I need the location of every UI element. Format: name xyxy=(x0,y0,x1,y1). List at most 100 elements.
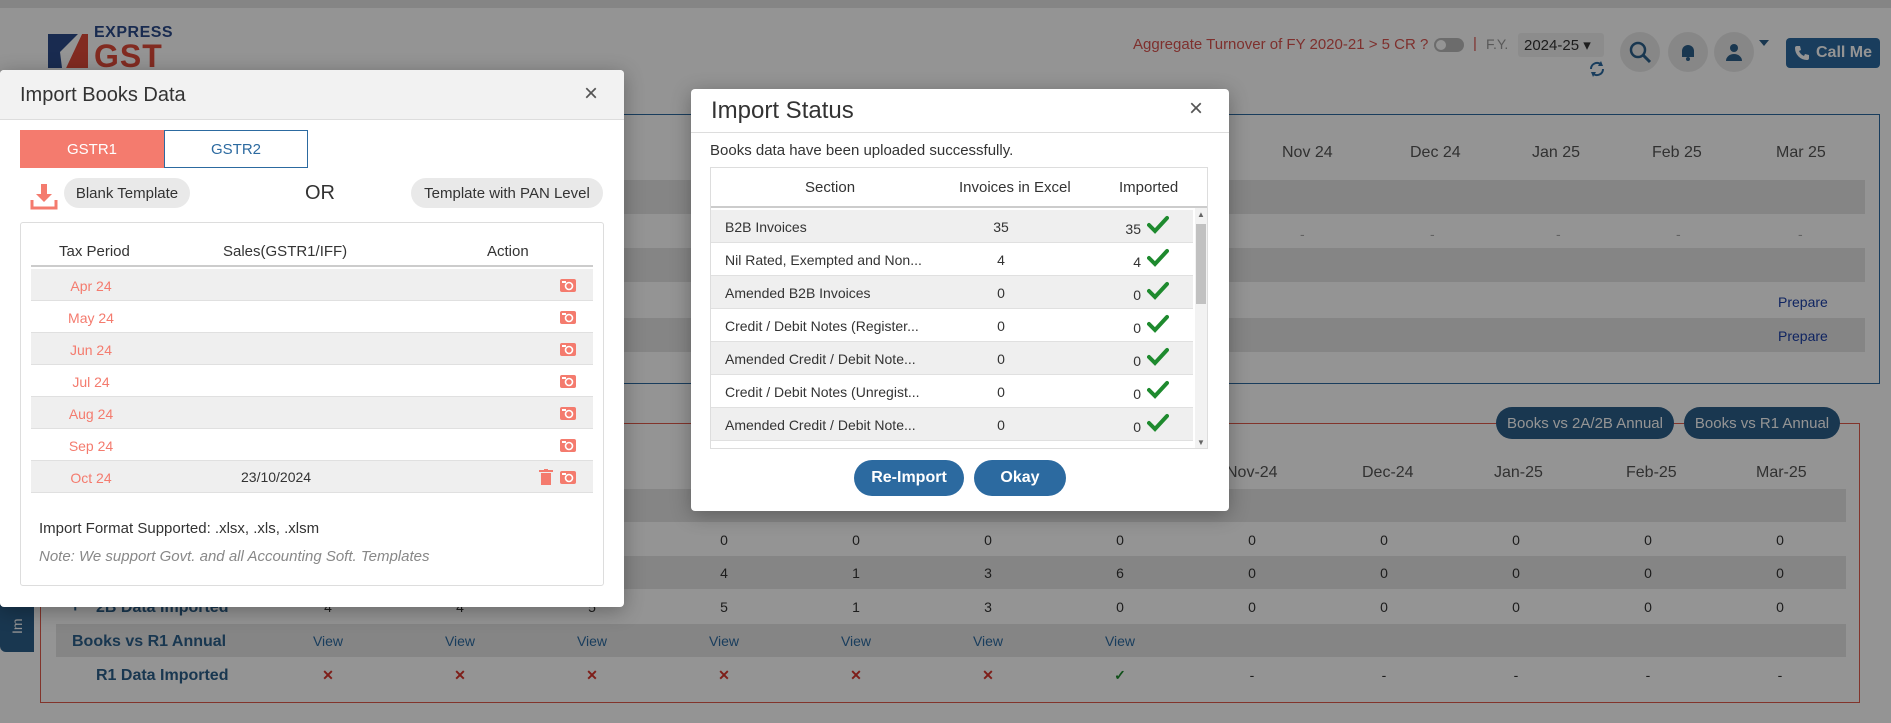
column-header: Invoices in Excel xyxy=(959,179,1071,196)
invoices-in-excel: 0 xyxy=(997,285,1005,301)
section-name: Credit / Debit Notes (Register... xyxy=(725,318,919,334)
view-link[interactable]: View xyxy=(312,633,344,649)
invoices-in-excel: 0 xyxy=(997,417,1005,433)
app-header: EXPRESS GST Aggregate Turnover of FY 202… xyxy=(0,8,1891,82)
cell: 0 xyxy=(1512,532,1520,548)
prepare-link[interactable]: Prepare xyxy=(1778,294,1828,310)
dash-cell: - xyxy=(1676,226,1681,242)
template-support-note: Note: We support Govt. and all Accountin… xyxy=(39,548,430,565)
modal-header: Import Status × xyxy=(691,89,1229,133)
blank-template-button[interactable]: Blank Template xyxy=(64,178,190,208)
month-header: Feb 25 xyxy=(1652,144,1702,161)
close-icon[interactable]: × xyxy=(1189,95,1204,122)
imported-count: 0 xyxy=(1133,320,1141,336)
month-header: Jan 25 xyxy=(1532,144,1581,161)
dash-cell: - xyxy=(1430,226,1435,242)
cell: - xyxy=(1513,667,1519,683)
month-header: Mar 25 xyxy=(1776,144,1826,161)
scrollbar-thumb[interactable] xyxy=(1196,224,1206,304)
view-link[interactable]: View xyxy=(708,633,740,649)
month-header: Mar-25 xyxy=(1756,464,1807,481)
cell: 4 xyxy=(720,565,728,581)
imported-count: 4 xyxy=(1133,254,1141,270)
cell: 0 xyxy=(1380,599,1388,615)
user-menu-chevron-down-icon[interactable] xyxy=(1758,36,1770,48)
cell: - xyxy=(1249,667,1255,683)
checkmark-icon xyxy=(1147,315,1169,333)
cell: 0 xyxy=(1248,532,1256,548)
imported-count: 0 xyxy=(1133,419,1141,435)
checkmark-icon xyxy=(1147,282,1169,300)
tax-period: May 24 xyxy=(68,310,114,326)
column-header: Imported xyxy=(1119,179,1179,196)
search-tracking-icon[interactable] xyxy=(1620,32,1660,72)
user-avatar-icon[interactable] xyxy=(1714,32,1754,72)
return-type-tabs: GSTR1 GSTR2 xyxy=(20,130,308,168)
view-link[interactable]: View xyxy=(1104,633,1136,649)
books-vs-r1-annual-button[interactable]: Books vs R1 Annual xyxy=(1684,407,1840,439)
call-me-button[interactable]: Call Me xyxy=(1786,38,1880,68)
cell: 0 xyxy=(1776,599,1784,615)
fy-select[interactable]: 2024-25 ▾ xyxy=(1518,33,1604,57)
tax-period: Jul 24 xyxy=(72,374,110,390)
checkmark-icon xyxy=(1147,216,1169,234)
upload-file-icon[interactable] xyxy=(559,373,577,389)
upload-file-icon[interactable] xyxy=(559,437,577,453)
upload-file-icon[interactable] xyxy=(559,341,577,357)
dash-cell: - xyxy=(1556,226,1561,242)
column-header: Sales(GSTR1/IFF) xyxy=(223,243,348,260)
download-icon[interactable] xyxy=(30,184,58,210)
scroll-up-arrow-icon[interactable]: ▲ xyxy=(1197,210,1205,219)
upload-file-icon[interactable] xyxy=(559,277,577,293)
aggregate-turnover-question: Aggregate Turnover of FY 2020-21 > 5 CR … xyxy=(1133,36,1429,53)
prepare-link[interactable]: Prepare xyxy=(1778,328,1828,344)
tax-period: Oct 24 xyxy=(70,470,112,486)
imported-count: 35 xyxy=(1125,221,1141,237)
imported-count: 0 xyxy=(1133,386,1141,402)
modal-header: Import Books Data × xyxy=(0,70,624,120)
cross-icon: ✕ xyxy=(850,667,862,683)
scroll-down-arrow-icon[interactable]: ▼ xyxy=(1197,438,1205,447)
re-import-button[interactable]: Re-Import xyxy=(854,460,964,496)
express-gst-logo[interactable]: EXPRESS GST xyxy=(48,22,173,74)
row-label: Books vs R1 Annual xyxy=(72,633,227,650)
aggregate-turnover-toggle[interactable] xyxy=(1434,38,1464,52)
month-header: Nov 24 xyxy=(1282,144,1333,161)
column-header: Section xyxy=(805,179,856,196)
view-link[interactable]: View xyxy=(444,633,476,649)
bell-icon[interactable] xyxy=(1668,32,1708,72)
view-link[interactable]: View xyxy=(972,633,1004,649)
tab-gstr2[interactable]: GSTR2 xyxy=(164,130,308,168)
table-scrollbar[interactable]: ▲ ▼ xyxy=(1195,208,1207,448)
tax-period: Apr 24 xyxy=(70,278,112,294)
tab-gstr1[interactable]: GSTR1 xyxy=(20,130,164,168)
okay-button[interactable]: Okay xyxy=(974,460,1066,496)
table-row: Aug 24 xyxy=(31,397,593,429)
upload-success-message: Books data have been uploaded successful… xyxy=(710,142,1014,159)
cell: 4 xyxy=(456,599,464,615)
import-format-text: Import Format Supported: .xlsx, .xls, .x… xyxy=(39,520,320,537)
cell: 4 xyxy=(324,599,332,615)
checkmark-icon: ✓ xyxy=(1114,667,1126,683)
dash-cell: - xyxy=(1798,226,1803,242)
tax-period-table: Tax Period Sales(GSTR1/IFF) Action Apr 2… xyxy=(20,222,604,586)
cell: 0 xyxy=(1512,565,1520,581)
cell: 0 xyxy=(1776,532,1784,548)
month-header: Dec 24 xyxy=(1410,144,1461,161)
table-row: Amended Credit / Debit Note... 0 0 xyxy=(711,408,1193,441)
cross-icon: ✕ xyxy=(322,667,334,683)
view-link[interactable]: View xyxy=(840,633,872,649)
refresh-icon[interactable] xyxy=(1588,60,1606,78)
upload-file-icon[interactable] xyxy=(559,469,577,485)
tax-period: Sep 24 xyxy=(68,438,114,454)
checkmark-icon xyxy=(1147,414,1169,432)
upload-file-icon[interactable] xyxy=(559,309,577,325)
upload-file-icon[interactable] xyxy=(559,405,577,421)
trash-icon[interactable] xyxy=(537,469,555,485)
fy-label: F.Y. xyxy=(1486,36,1509,52)
books-vs-2a2b-annual-button[interactable]: Books vs 2A/2B Annual xyxy=(1496,407,1674,439)
close-icon[interactable]: × xyxy=(584,80,599,107)
template-with-pan-level-button[interactable]: Template with PAN Level xyxy=(411,178,603,208)
view-link[interactable]: View xyxy=(576,633,608,649)
cell: 0 xyxy=(984,532,992,548)
